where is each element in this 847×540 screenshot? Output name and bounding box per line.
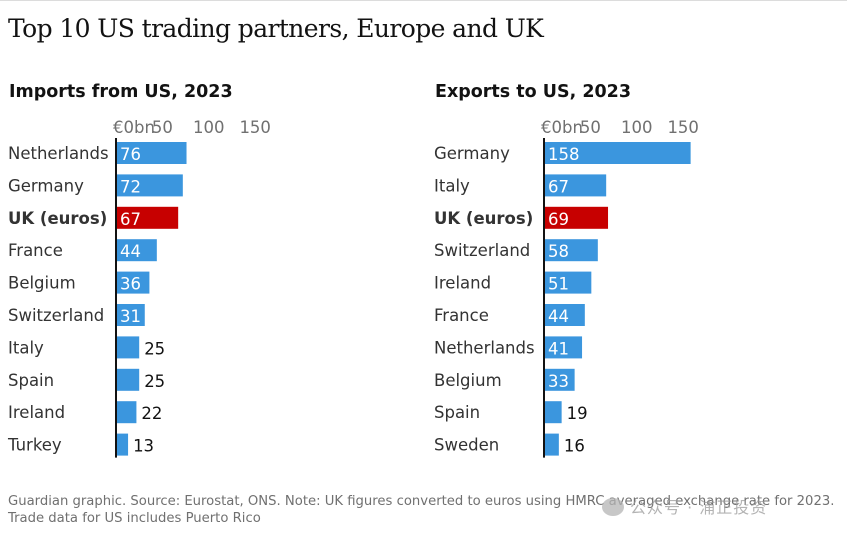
watermark: 公众号 · 浦正投资: [602, 494, 767, 518]
panel-2-value-label: 16: [564, 437, 585, 456]
panel-2-bar: [544, 336, 583, 359]
panel-2-bar: [544, 304, 585, 326]
panel-2-category-label: Belgium: [434, 371, 502, 390]
panel-2-category-label: UK (euros): [434, 209, 533, 228]
watermark-text: 公众号 · 浦正投资: [630, 498, 768, 517]
panel-2-bar: [544, 239, 598, 262]
panel-1-category-label: Spain: [8, 371, 54, 390]
panel-1-bar: [116, 239, 157, 262]
panel-2-value-label: 51: [548, 275, 569, 294]
panel-2-bar: [544, 206, 609, 229]
panel-1-value-label: 67: [120, 210, 141, 229]
panel-1-bar: [116, 142, 187, 164]
panel-1-value-label: 44: [120, 242, 141, 261]
panel-2-value-label: 19: [567, 404, 588, 423]
panel-2-value-label: 58: [548, 242, 569, 261]
panel-1-tick-label: €0bn: [113, 118, 155, 137]
panel-2-category-label: Sweden: [434, 436, 499, 455]
panel-2-category-label: Italy: [434, 176, 470, 195]
panel-1-category-label: Germany: [8, 176, 84, 195]
panel-2-category-label: Ireland: [434, 274, 491, 293]
panel-1-category-label: Ireland: [8, 403, 65, 422]
page-title: Top 10 US trading partners, Europe and U…: [8, 14, 544, 43]
panel-2-bar: [544, 271, 592, 294]
panel-1-category-label: Belgium: [8, 274, 76, 293]
panel-1-value-label: 13: [133, 437, 154, 456]
panel-1-bar: [116, 271, 150, 294]
panel-1-category-label: Switzerland: [8, 306, 104, 325]
panel-1-category-label: France: [8, 241, 63, 260]
panel-2-category-label: Netherlands: [434, 338, 535, 357]
panel-1-value-label: 31: [120, 307, 141, 326]
panel-1-value-label: 25: [144, 372, 165, 391]
panel-1-value-label: 25: [144, 339, 165, 358]
panel-2-value-label: 33: [548, 372, 569, 391]
panel-1-value-label: 22: [141, 404, 162, 423]
panel-1-value-label: 72: [120, 177, 141, 196]
panel-1-tick-label: 150: [239, 118, 271, 137]
panel-2-tick-label: 150: [667, 118, 699, 137]
panel-1-category-label: Italy: [8, 338, 44, 357]
panel-2-category-label: France: [434, 306, 489, 325]
wechat-icon: [602, 498, 624, 516]
panel-2-category-label: Germany: [434, 144, 510, 163]
panel-1-bar: [116, 401, 137, 424]
panel-2-bar: [544, 401, 562, 424]
panel-1-category-label: UK (euros): [8, 209, 107, 228]
panel-2-value-label: 41: [548, 339, 569, 358]
panel-1-tick-label: 100: [193, 118, 225, 137]
panel-2-bar: [544, 433, 559, 456]
panel-2-tick-label: 50: [580, 118, 601, 137]
panel-1-tick-label: 50: [152, 118, 173, 137]
panel-1-title: Imports from US, 2023: [9, 82, 233, 102]
panel-1-bar: [116, 206, 179, 229]
panel-1-bar: [116, 336, 140, 359]
panel-2-bar: [544, 368, 575, 391]
panel-2-value-label: 44: [548, 307, 569, 326]
panel-2-tick-label: €0bn: [541, 118, 583, 137]
panel-1-bar: [116, 433, 129, 456]
panel-2-value-label: 158: [548, 145, 580, 164]
panel-2-value-label: 69: [548, 210, 569, 229]
panel-1-category-label: Netherlands: [8, 144, 109, 163]
panel-1-value-label: 36: [120, 275, 141, 294]
panel-1-bar: [116, 304, 145, 326]
panel-2-bar: [544, 142, 691, 164]
panel-2-tick-label: 100: [621, 118, 653, 137]
panel-2-category-label: Switzerland: [434, 241, 530, 260]
panel-2-value-label: 67: [548, 177, 569, 196]
panel-1-bar: [116, 368, 140, 391]
panel-1-category-label: Turkey: [7, 436, 62, 455]
panel-1-bar: [116, 174, 183, 197]
source-note: Guardian graphic. Source: Eurostat, ONS.…: [8, 494, 835, 526]
panel-1-value-label: 76: [120, 145, 141, 164]
top-rule: [0, 0, 847, 1]
panel-2-bar: [544, 174, 607, 197]
panel-2-category-label: Spain: [434, 403, 480, 422]
panel-2-title: Exports to US, 2023: [435, 82, 631, 102]
